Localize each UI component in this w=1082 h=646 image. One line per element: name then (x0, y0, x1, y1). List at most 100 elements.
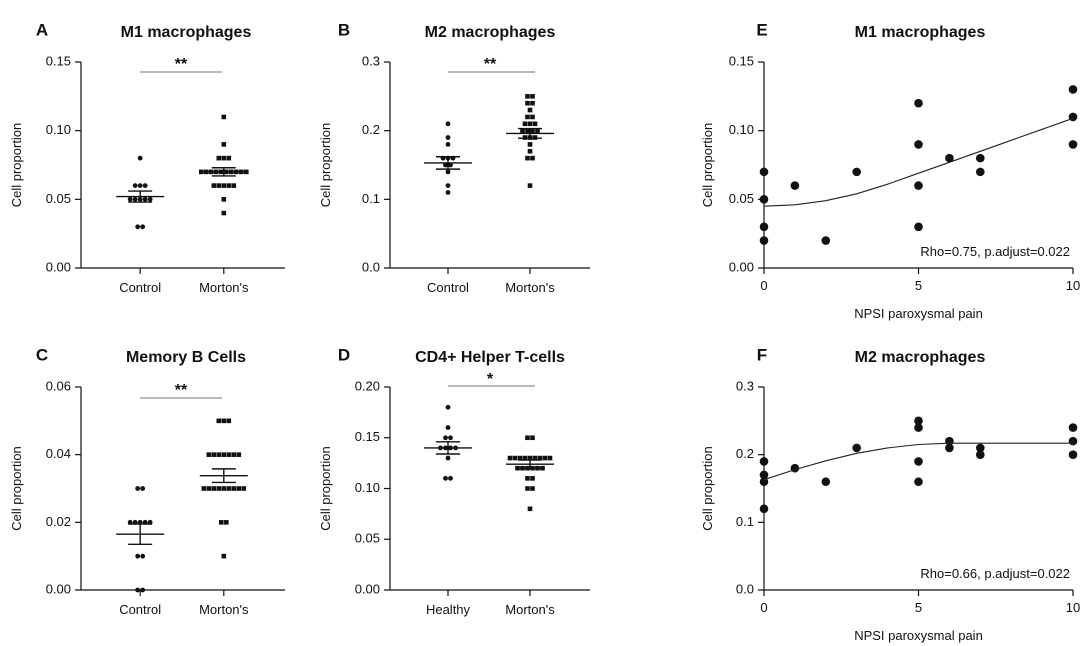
data-point-mortons (221, 452, 227, 457)
data-point-control (137, 155, 143, 161)
data-point-mortons (216, 183, 222, 188)
data-point-healthy (448, 475, 453, 481)
panel-letter: E (756, 20, 767, 39)
data-point-mortons (530, 476, 535, 481)
panel-f: F M2 macrophages 0.0 0.1 0.2 0.3 Cell proporti… (700, 345, 1080, 643)
data-point-mortons (236, 452, 242, 457)
data-point (1068, 450, 1078, 459)
y-tick-label: 0.1 (362, 191, 380, 206)
data-point-mortons (517, 455, 523, 461)
data-point-control (132, 183, 138, 189)
data-point-mortons (527, 107, 533, 113)
y-axis-label: Cell proportion (9, 123, 24, 208)
data-point-mortons (206, 486, 212, 491)
fit-curve (763, 117, 1074, 207)
data-point (790, 181, 800, 190)
data-point-mortons (540, 465, 545, 471)
data-point (914, 98, 923, 108)
data-point-mortons (226, 183, 232, 188)
data-point-control (445, 190, 451, 195)
data-point-mortons (221, 155, 227, 161)
panel-letter: D (338, 345, 350, 364)
data-point (914, 181, 923, 190)
data-point-control (135, 486, 141, 491)
y-tick-label: 0.04 (46, 446, 71, 461)
data-point (821, 477, 831, 487)
y-tick-label: 0.15 (355, 429, 380, 444)
data-point-mortons (221, 114, 227, 120)
data-point-healthy (443, 475, 448, 481)
data-point-mortons (530, 435, 535, 441)
panel-title: M2 macrophages (855, 349, 986, 366)
x-tick-label: Morton's (505, 280, 555, 295)
y-tick-label: 0.15 (729, 53, 754, 68)
data-point-control (140, 224, 146, 230)
data-point-mortons (530, 128, 535, 133)
data-point-mortons (231, 452, 237, 457)
data-point-mortons (525, 114, 530, 120)
y-axis-label: Cell proportion (318, 446, 333, 531)
data-point (914, 416, 923, 426)
data-point-mortons (515, 465, 520, 471)
y-tick-label: 0.2 (736, 446, 754, 461)
data-point-control (443, 162, 448, 168)
data-point (914, 222, 923, 232)
data-point-mortons (231, 183, 237, 188)
x-tick-label: 10 (1066, 600, 1080, 615)
y-tick-label: 0.05 (46, 191, 71, 206)
data-point-mortons (530, 94, 535, 99)
data-point (759, 470, 769, 480)
panel-title: Memory B Cells (126, 349, 246, 366)
x-tick-label: Morton's (199, 602, 249, 617)
data-point-control (135, 587, 141, 593)
data-point (976, 450, 985, 459)
data-point (1068, 436, 1078, 446)
data-point-control (137, 183, 143, 189)
data-point-control (445, 169, 451, 175)
data-point-mortons (512, 455, 518, 461)
y-tick-label: 0.3 (736, 378, 754, 393)
y-tick-label: 0.00 (46, 581, 71, 596)
data-point-control (445, 183, 451, 189)
data-point-mortons (527, 142, 533, 147)
data-point-mortons (530, 114, 535, 120)
data-point-mortons (226, 452, 232, 457)
data-point-mortons (236, 486, 242, 491)
data-point-healthy (445, 404, 451, 410)
significance-marker: * (487, 371, 494, 388)
data-point-mortons (525, 94, 530, 99)
y-tick-label: 0.10 (46, 122, 71, 137)
data-point-healthy (448, 435, 453, 441)
data-point-mortons (525, 128, 530, 133)
y-tick-label: 0.3 (362, 53, 380, 68)
data-point-mortons (221, 142, 227, 147)
data-point (976, 167, 985, 177)
data-point-mortons (522, 121, 528, 127)
correlation-annotation: Rho=0.75, p.adjust=0.022 (920, 244, 1070, 259)
data-point-control (140, 486, 146, 491)
x-tick-label: Morton's (199, 280, 249, 295)
data-point-mortons (535, 128, 540, 133)
significance-marker: ** (484, 56, 497, 73)
data-point-mortons (216, 418, 222, 424)
data-point-control (140, 587, 146, 593)
data-point (914, 457, 923, 466)
data-point-mortons (525, 435, 530, 441)
data-point-control (445, 135, 451, 140)
data-point-mortons (527, 148, 533, 154)
data-point (821, 236, 831, 245)
y-tick-label: 0.15 (46, 53, 71, 68)
data-point-mortons (211, 486, 217, 491)
x-tick-label: 5 (915, 600, 922, 615)
y-axis-label: Cell proportion (700, 446, 715, 531)
x-tick-label: Healthy (426, 602, 471, 617)
data-point (852, 443, 861, 453)
data-point-mortons (231, 486, 237, 491)
data-point-mortons (537, 455, 543, 461)
data-point-mortons (527, 506, 533, 512)
data-point-mortons (522, 455, 528, 461)
data-point (759, 236, 769, 245)
data-point-mortons (221, 197, 227, 202)
data-point (914, 140, 923, 149)
